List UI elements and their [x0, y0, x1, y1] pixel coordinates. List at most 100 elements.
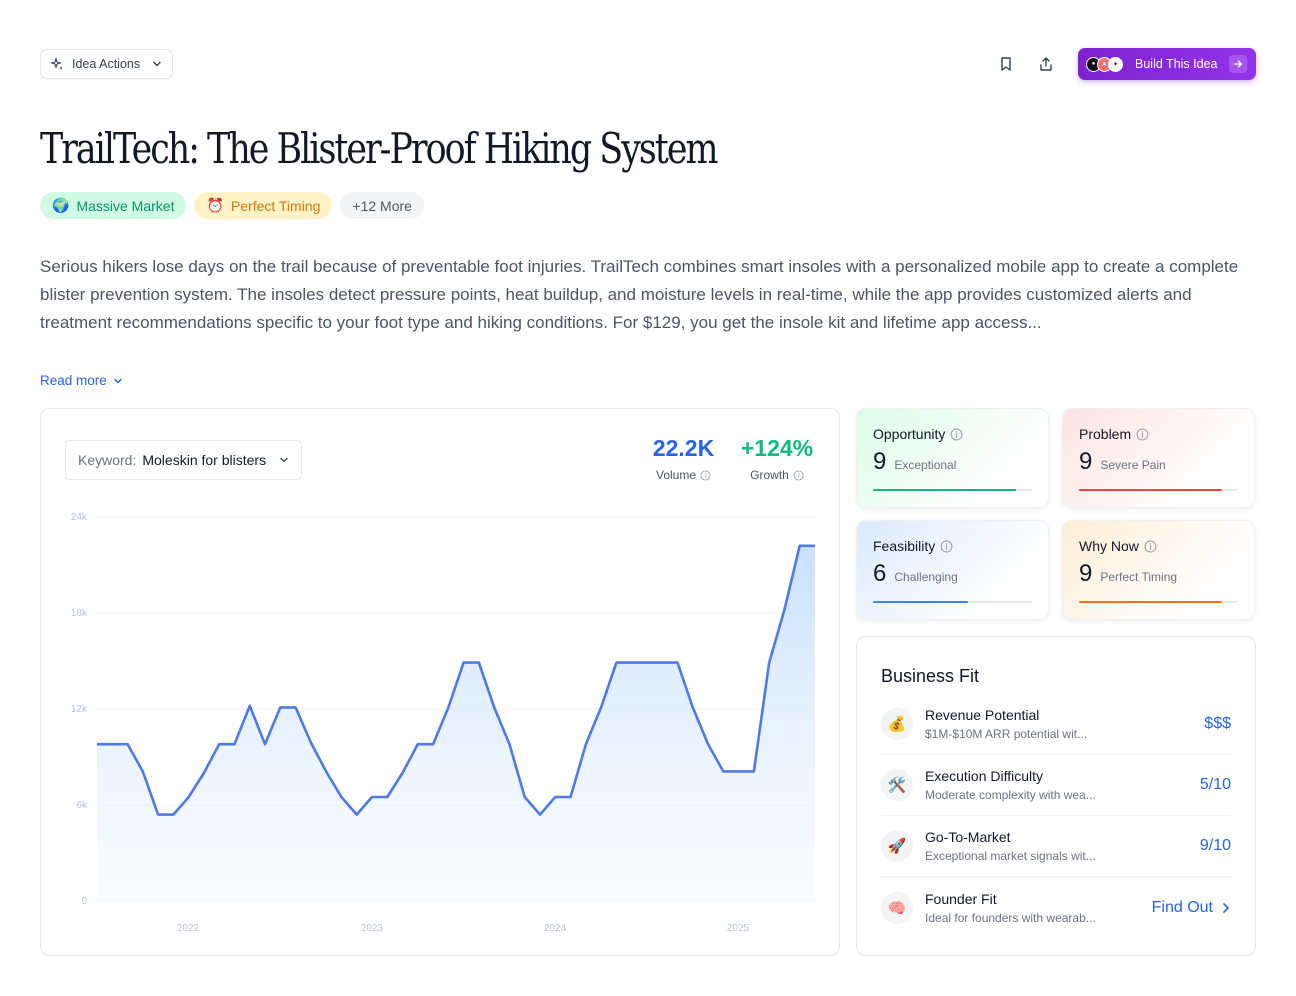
idea-actions-label: Idea Actions [72, 57, 141, 71]
bf-item-name: Execution Difficulty [925, 768, 1044, 784]
trend-area [97, 545, 815, 901]
chevron-down-icon [114, 378, 122, 384]
sparkle-icon [50, 57, 63, 70]
svg-text:?: ? [797, 471, 800, 479]
logo-icon: ✦ [1108, 56, 1123, 72]
page-title: TrailTech: The Blister-Proof Hiking Syst… [40, 124, 719, 173]
globe-icon: 🌍 [52, 197, 70, 213]
info-icon[interactable] [950, 428, 963, 441]
score-bar [873, 601, 1032, 603]
tools-icon: 🛠️ [881, 769, 913, 801]
business-fit-revenue-row[interactable]: 💰 Revenue Potential $1M-$10M ARR potenti… [881, 694, 1231, 755]
keyword-select[interactable]: Keyword: Moleskin for blisters [65, 440, 302, 480]
x-tick-label: 2025 [727, 923, 750, 934]
score-bar [1079, 601, 1238, 603]
svg-text:?: ? [704, 471, 707, 479]
score-description: Severe Pain [1100, 458, 1166, 472]
bookmark-button[interactable] [990, 48, 1022, 80]
score-bar-fill [1079, 601, 1223, 603]
score-bar-fill [873, 601, 969, 603]
business-fit-execution-row[interactable]: 🛠️ Execution Difficulty Moderate complex… [881, 755, 1231, 816]
build-label: Build This Idea [1135, 57, 1218, 71]
idea-actions-button[interactable]: Idea Actions [40, 49, 173, 79]
business-fit-title: Business Fit [881, 666, 980, 686]
opportunity-score-card[interactable]: Opportunity 9 Exceptional [856, 408, 1049, 508]
info-icon[interactable] [1144, 540, 1157, 553]
score-bar-fill [873, 489, 1017, 491]
chevron-down-icon [280, 457, 288, 463]
score-value: 9 [1079, 560, 1093, 587]
y-tick-label: 18k [71, 608, 88, 619]
y-tick-label: 12k [71, 704, 88, 715]
score-name: Opportunity [873, 426, 946, 442]
read-more-link[interactable]: Read more [40, 373, 123, 388]
growth-stat: +124% Growth ? [733, 435, 821, 482]
bf-item-name: Revenue Potential [925, 707, 1040, 723]
business-fit-founder-row[interactable]: 🧠 Founder Fit Ideal for founders with we… [881, 877, 1231, 938]
score-value: 9 [873, 448, 887, 475]
score-description: Challenging [894, 570, 958, 584]
find-out-link[interactable]: Find Out [1152, 899, 1231, 917]
partner-logos: ● ▲ ✦ [1086, 56, 1123, 72]
score-name: Why Now [1079, 538, 1139, 554]
bf-item-description: Exceptional market signals wit... [925, 849, 1096, 863]
score-value: 6 [873, 560, 887, 587]
trend-chart: 24k 18k 12k 6k 0 2022 2023 2024 2025 [71, 512, 815, 934]
volume-label: Volume [655, 468, 697, 482]
volume-value: 22.2K [652, 435, 715, 461]
bookmark-icon [1001, 57, 1011, 71]
bf-item-name: Go-To-Market [925, 829, 1011, 845]
bf-item-value: 9/10 [1199, 837, 1231, 854]
x-tick-label: 2022 [177, 923, 200, 934]
score-description: Perfect Timing [1100, 570, 1178, 584]
growth-value: +124% [740, 435, 814, 461]
bf-item-name: Founder Fit [925, 890, 997, 907]
tag-perfect-timing: ⏰ Perfect Timing [194, 192, 333, 219]
rocket-icon: 🚀 [881, 830, 913, 862]
tag-list: 🌍 Massive Market ⏰ Perfect Timing +12 Mo… [40, 192, 424, 219]
bf-item-description: Ideal for founders with wearab... [925, 910, 1096, 925]
money-bag-icon: 💰 [881, 708, 913, 740]
feasibility-score-card[interactable]: Feasibility 6 Challenging [856, 520, 1049, 620]
business-fit-gtm-row[interactable]: 🚀 Go-To-Market Exceptional market signal… [881, 816, 1231, 877]
read-more-label: Read more [40, 373, 107, 388]
info-icon[interactable] [940, 540, 953, 553]
score-description: Exceptional [894, 458, 957, 472]
bf-item-value: 5/10 [1199, 776, 1231, 793]
bf-item-description: $1M-$10M ARR potential wit... [925, 727, 1088, 741]
info-icon[interactable] [1136, 428, 1149, 441]
trend-line [97, 544, 815, 816]
score-bar-fill [1079, 489, 1223, 491]
bf-item-description: Moderate complexity with wea... [925, 788, 1096, 802]
keyword-value: Moleskin for blisters [142, 452, 267, 468]
score-name: Problem [1079, 426, 1132, 442]
build-this-idea-button[interactable]: ● ▲ ✦ Build This Idea [1078, 48, 1256, 80]
score-bar [1079, 489, 1238, 491]
why-now-score-card[interactable]: Why Now 9 Perfect Timing [1062, 520, 1255, 620]
growth-label: Growth [750, 468, 789, 482]
chevron-right-icon [1223, 902, 1229, 913]
tag-massive-market: 🌍 Massive Market [40, 192, 187, 219]
bf-item-value: $$$ [1204, 715, 1231, 732]
share-icon [1040, 57, 1052, 71]
keyword-label: Keyword: [78, 452, 137, 468]
volume-stat: 22.2K Volume ? [646, 435, 721, 482]
arrow-right-icon [1229, 55, 1247, 73]
help-icon[interactable]: ? [700, 469, 711, 481]
problem-score-card[interactable]: Problem 9 Severe Pain [1062, 408, 1255, 508]
tag-label: Massive Market [76, 197, 175, 214]
chevron-down-icon [153, 61, 161, 67]
find-out-label: Find Out [1151, 898, 1213, 916]
keyword-trend-card: Keyword: Moleskin for blisters 22.2K Vol… [40, 408, 840, 956]
help-icon[interactable]: ? [793, 469, 804, 481]
business-fit-card: Business Fit 💰 Revenue Potential $1M-$10… [856, 636, 1256, 956]
x-tick-label: 2023 [361, 923, 384, 934]
x-tick-label: 2024 [544, 923, 567, 934]
score-value: 9 [1079, 448, 1093, 475]
alarm-clock-icon: ⏰ [206, 197, 224, 213]
brain-icon: 🧠 [881, 891, 913, 924]
share-button[interactable] [1030, 48, 1062, 80]
tag-label: Perfect Timing [230, 197, 321, 214]
idea-description: Serious hikers lose days on the trail be… [40, 257, 1239, 332]
more-tags-button[interactable]: +12 More [340, 192, 424, 219]
